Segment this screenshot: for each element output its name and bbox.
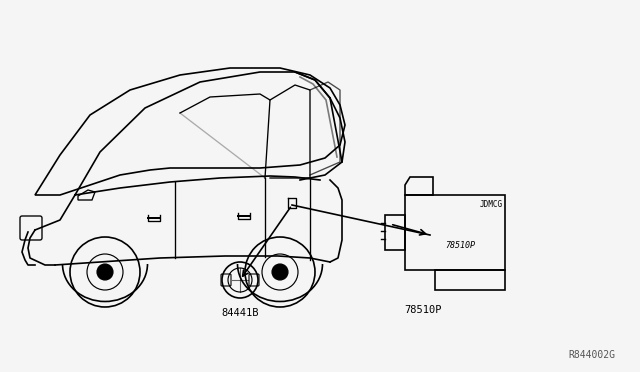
Text: 84441B: 84441B bbox=[221, 308, 259, 318]
Circle shape bbox=[272, 264, 288, 280]
Text: 78510P: 78510P bbox=[404, 305, 442, 315]
Text: 78510P: 78510P bbox=[445, 241, 475, 250]
Text: JDMCG: JDMCG bbox=[480, 200, 503, 209]
Circle shape bbox=[97, 264, 113, 280]
Text: R844002G: R844002G bbox=[568, 350, 615, 360]
